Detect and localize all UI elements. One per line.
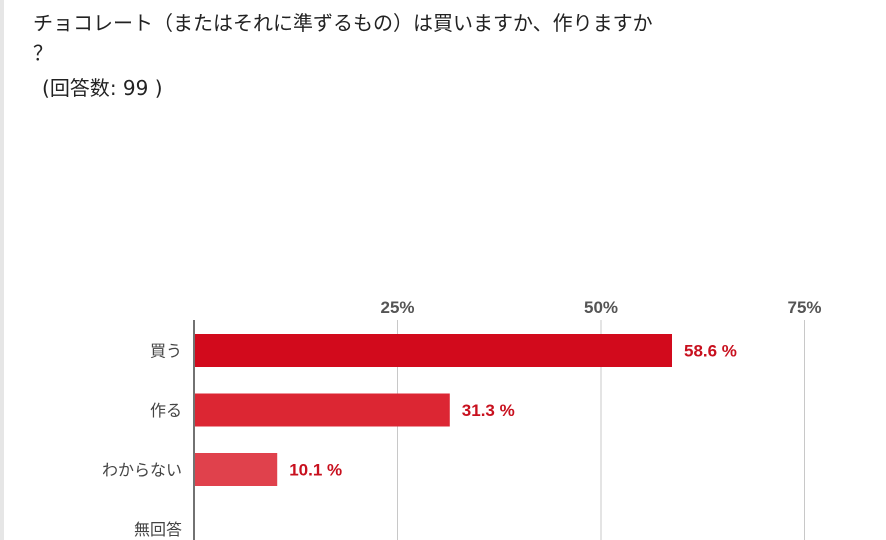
question-title: チョコレート（またはそれに準ずるもの）は買いますか、作りますか ？ bbox=[33, 11, 653, 65]
category-label: 作る bbox=[150, 401, 182, 420]
respondent-count-close: ) bbox=[148, 76, 163, 100]
respondent-count-sep: : bbox=[109, 76, 123, 100]
value-label: 31.3 % bbox=[462, 401, 515, 420]
bar bbox=[195, 334, 673, 367]
respondent-count-value: 99 bbox=[122, 76, 149, 100]
respondent-count-open: ( bbox=[42, 76, 50, 100]
x-tick-label: 25% bbox=[380, 298, 414, 317]
bar bbox=[195, 393, 450, 427]
respondent-count: (回答数: 99 ) bbox=[42, 75, 163, 101]
x-tick-label: 75% bbox=[787, 298, 821, 317]
category-label: わからない bbox=[102, 461, 182, 480]
category-label: 無回答 bbox=[134, 520, 182, 539]
value-label: 10.1 % bbox=[289, 461, 342, 480]
respondent-count-label: 回答数 bbox=[49, 76, 110, 100]
bar bbox=[195, 453, 278, 486]
panel-left-border bbox=[0, 0, 4, 540]
x-tick-label: 50% bbox=[584, 298, 618, 317]
category-label: 買う bbox=[150, 342, 182, 361]
value-label: 58.6 % bbox=[684, 342, 737, 361]
